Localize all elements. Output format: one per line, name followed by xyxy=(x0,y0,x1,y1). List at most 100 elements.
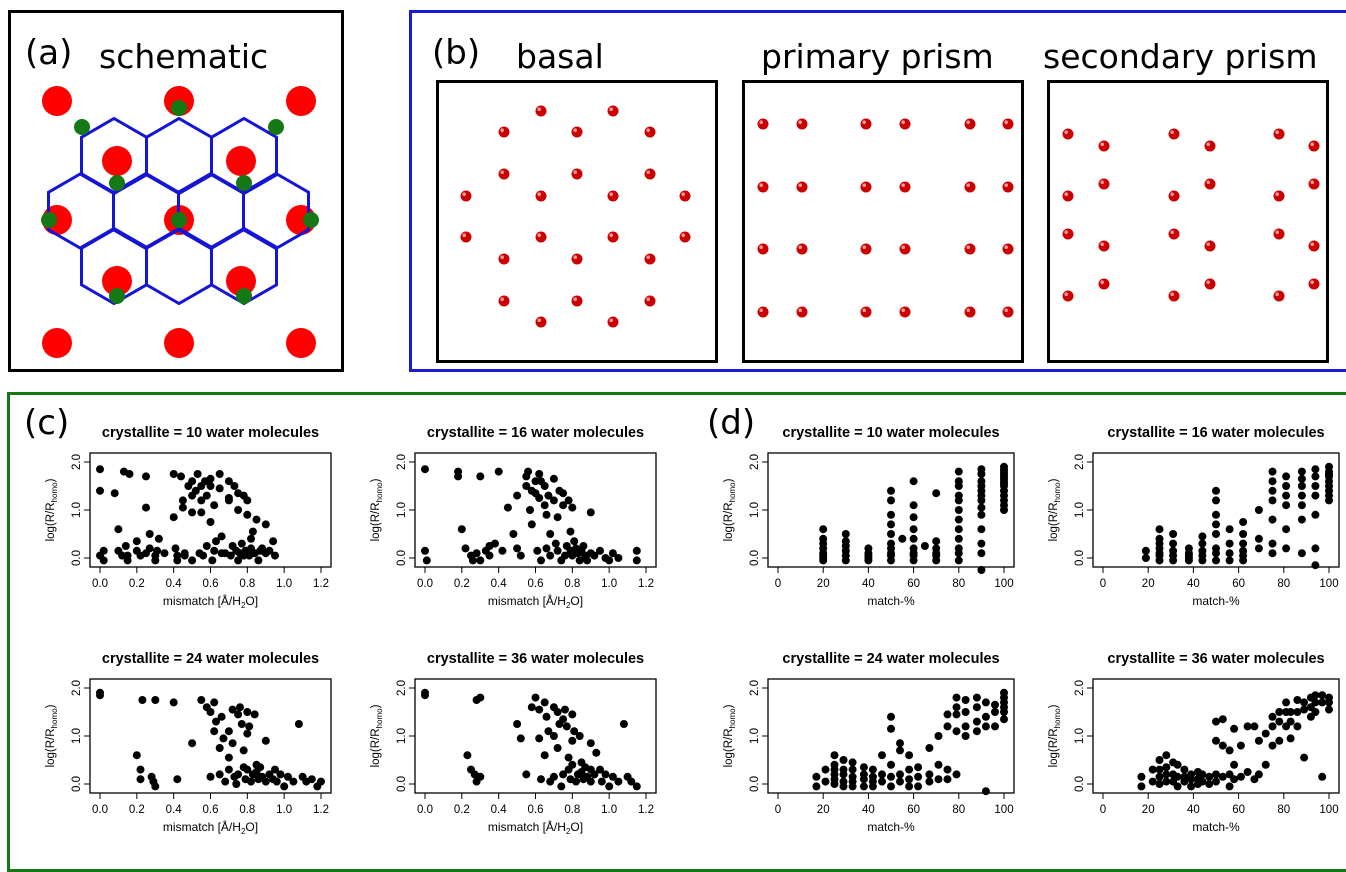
data-point xyxy=(1155,556,1164,565)
lattice-atom-highlight xyxy=(1170,130,1174,134)
data-point xyxy=(1254,544,1263,553)
data-point xyxy=(1212,486,1220,495)
x-tick-label: 20 xyxy=(1142,578,1155,590)
data-point xyxy=(1180,765,1189,774)
lattice-atom-highlight xyxy=(1100,280,1104,284)
data-point xyxy=(99,546,108,555)
lattice-atom-highlight xyxy=(1170,292,1174,296)
data-point xyxy=(943,710,952,719)
lattice-atom-highlight xyxy=(1275,230,1279,234)
lattice-atom-highlight xyxy=(862,183,866,187)
data-point xyxy=(887,712,895,721)
data-point xyxy=(422,556,431,565)
data-point xyxy=(153,546,162,555)
data-point xyxy=(559,715,568,724)
x-tick-label: 0.8 xyxy=(239,804,255,816)
lattice-box-secondary-prism xyxy=(1047,80,1329,363)
data-point xyxy=(178,503,187,512)
data-point xyxy=(491,539,499,548)
data-point xyxy=(252,760,261,769)
x-axis-label: match-% xyxy=(867,594,915,608)
data-point xyxy=(503,503,512,512)
data-point xyxy=(977,496,986,505)
data-point xyxy=(1318,698,1327,707)
data-point xyxy=(1212,770,1220,779)
data-point xyxy=(542,544,551,553)
scatter-plots: crystallite = 10 water molecules 0.0 0.2 0.… xyxy=(45,425,1340,836)
x-tick-label: 0 xyxy=(1100,804,1106,816)
panel-a-title: schematic xyxy=(99,37,269,76)
data-point xyxy=(206,482,215,490)
data-point xyxy=(898,534,907,543)
data-point xyxy=(252,515,261,524)
data-point xyxy=(909,513,918,522)
x-tick-label: 100 xyxy=(994,578,1013,590)
data-point xyxy=(572,777,580,786)
data-point xyxy=(224,765,233,774)
data-point xyxy=(954,515,963,524)
y-tick-label: 1.0 xyxy=(749,502,761,518)
data-point xyxy=(188,556,197,565)
data-point xyxy=(197,696,206,704)
plot-title: crystallite = 36 water molecules xyxy=(427,651,644,667)
data-point xyxy=(212,717,220,726)
data-point xyxy=(276,770,285,779)
lattice-atom-highlight xyxy=(1004,120,1008,124)
data-point xyxy=(524,467,533,476)
data-point xyxy=(1243,722,1252,731)
lattice-box-primary-prism xyxy=(742,80,1024,363)
y-tick-label: 1.0 xyxy=(71,502,83,518)
data-point xyxy=(1311,482,1320,490)
y-axis-label-part: ) xyxy=(370,478,382,482)
lattice-atom-highlight xyxy=(1100,242,1104,246)
data-point xyxy=(943,765,952,774)
lattice-atom-highlight xyxy=(646,297,650,301)
data-point xyxy=(559,489,568,498)
data-point xyxy=(513,491,522,500)
data-point xyxy=(265,546,274,555)
x-axis-label-part: O] xyxy=(570,820,583,834)
data-point xyxy=(169,513,178,522)
data-point xyxy=(1286,734,1295,743)
lattice-atom-highlight xyxy=(646,255,650,259)
lattice-box-basal xyxy=(436,80,718,363)
lattice-atom-highlight xyxy=(537,107,541,111)
data-point xyxy=(592,748,601,757)
x-tick-label: 1.2 xyxy=(638,578,654,590)
x-tick-label: 100 xyxy=(1319,578,1338,590)
binding-site xyxy=(171,212,187,228)
x-axis-label-sub: 2 xyxy=(566,827,571,836)
data-point xyxy=(559,770,568,779)
data-point xyxy=(961,696,970,704)
data-point xyxy=(210,546,219,555)
data-point xyxy=(1148,765,1157,774)
x-tick-label: 0.0 xyxy=(417,804,433,816)
x-tick-label: 20 xyxy=(1142,804,1155,816)
x-tick-label: 0.4 xyxy=(166,804,183,816)
panel-b-letter: (b) xyxy=(432,33,481,73)
lattice-atom-highlight xyxy=(1004,308,1008,312)
lattice-atom-highlight xyxy=(1064,192,1068,196)
data-point xyxy=(920,542,929,550)
data-point xyxy=(224,727,233,736)
lattice-atom-highlight xyxy=(798,183,802,187)
y-tick-label: 2.0 xyxy=(396,454,408,470)
data-point xyxy=(608,772,617,781)
x-axis-label: match-% xyxy=(1192,820,1240,834)
data-point xyxy=(868,765,877,774)
data-point xyxy=(952,710,961,719)
data-point xyxy=(868,782,877,791)
lattice-atom-highlight xyxy=(462,192,466,196)
lattice-atom-highlight xyxy=(1100,142,1104,146)
data-point xyxy=(537,556,545,565)
data-point xyxy=(564,496,573,505)
data-point xyxy=(819,525,828,534)
data-point xyxy=(1169,539,1178,548)
binding-site xyxy=(268,119,284,135)
data-point xyxy=(579,542,588,550)
data-point xyxy=(1311,510,1320,519)
data-point xyxy=(932,489,941,498)
data-point xyxy=(498,546,507,555)
lattice-atom-highlight xyxy=(573,255,577,259)
data-point xyxy=(925,744,934,752)
